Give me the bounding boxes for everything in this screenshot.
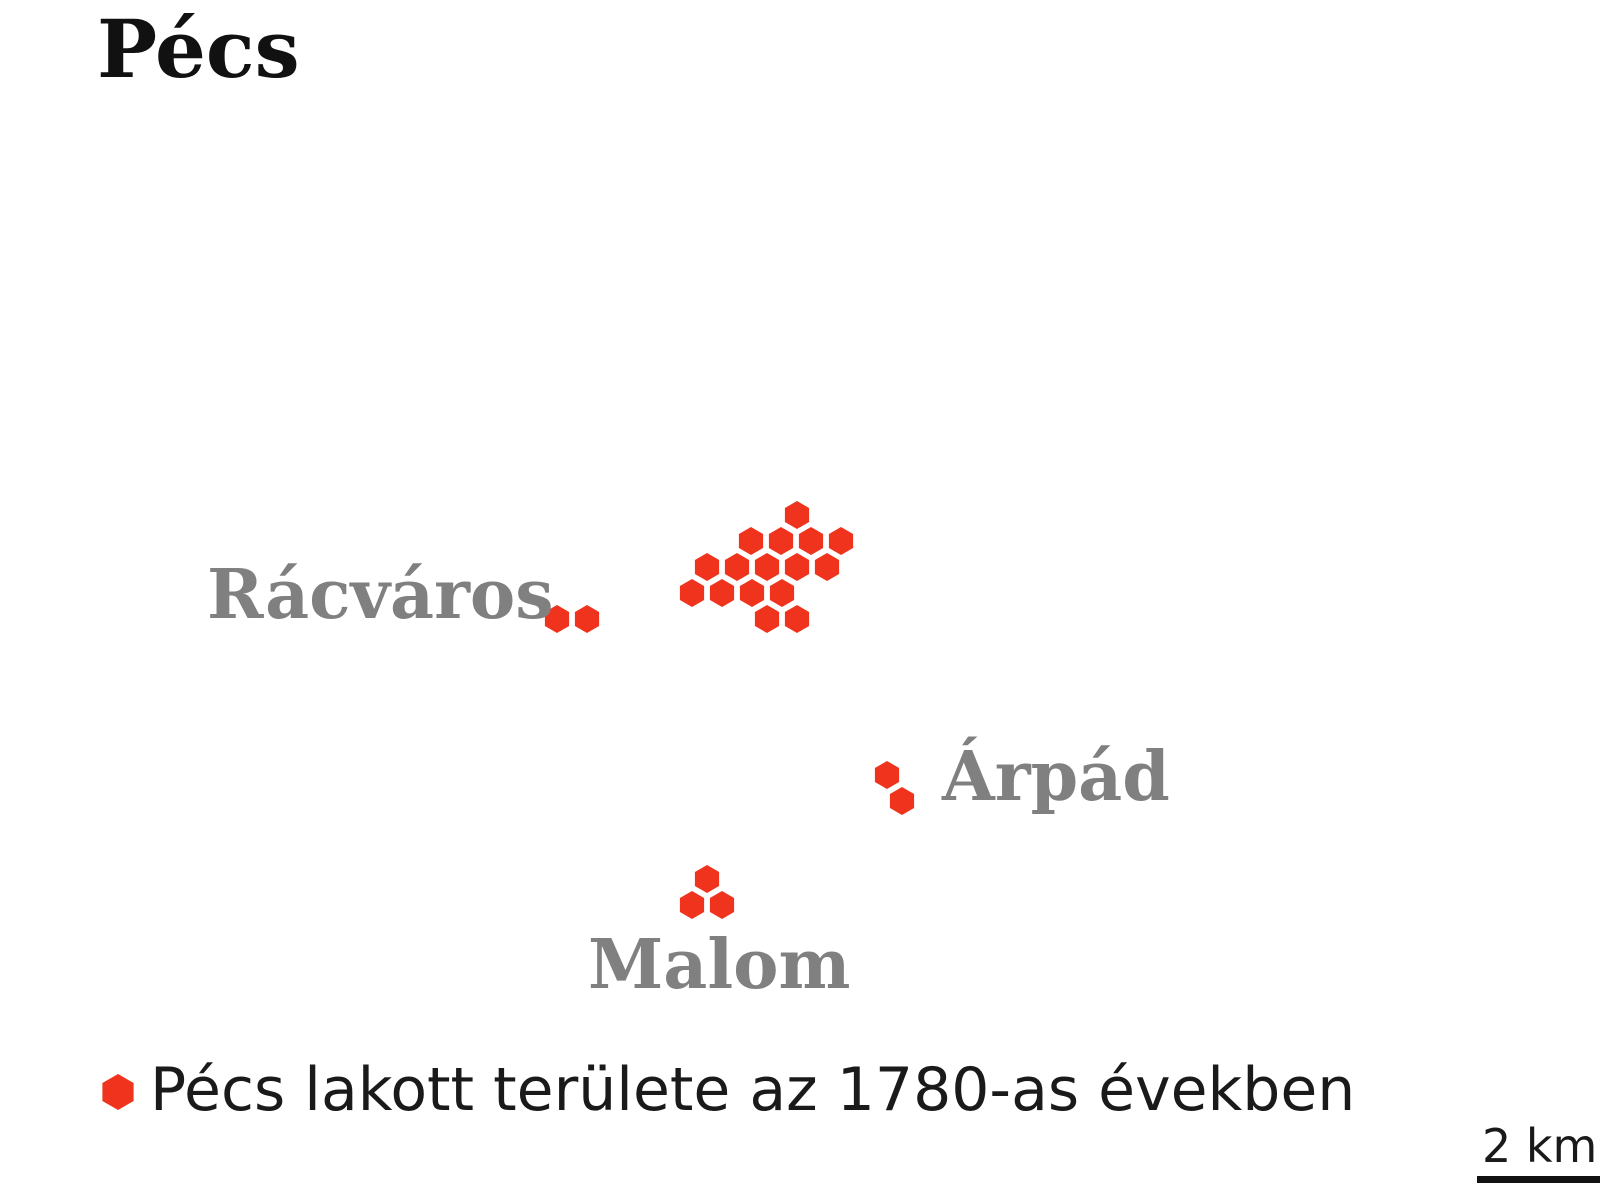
settlement-hexagon [814,553,840,581]
place-label-arpad: Árpád [941,737,1170,817]
map-title: Pécs [97,2,300,96]
settlement-hexagon [874,761,900,789]
settlement-hexagon [679,579,705,607]
settlement-hexagon [798,527,824,555]
scale-bar-label: 2 km [1482,1119,1597,1173]
settlement-hexagon [709,891,735,919]
place-label-racvaros: Rácváros [207,555,554,635]
legend-label: Pécs lakott területe az 1780-as években [150,1055,1355,1125]
settlement-hexagon [679,891,705,919]
settlement-hexagon [694,865,720,893]
settlement-hexagon [738,527,764,555]
settlement-hexagon [694,553,720,581]
settlement-hexagon [889,787,915,815]
settlement-hexagon [828,527,854,555]
settlement-hexagon [784,553,810,581]
settlement-hexagons [544,501,915,919]
settlement-hexagon [754,605,780,633]
settlement-hexagon [754,553,780,581]
settlement-hexagon [709,579,735,607]
hexagon-icon [102,1074,134,1110]
scale-bar [1477,1176,1600,1183]
settlement-hexagon [784,501,810,529]
settlement-hexagon [784,605,810,633]
place-label-malom: Malom [588,925,850,1005]
settlement-hexagon [724,553,750,581]
settlement-hexagon [544,605,570,633]
settlement-hexagon [739,579,765,607]
settlement-hexagon [574,605,600,633]
settlement-hexagon [769,579,795,607]
settlement-hexagon [768,527,794,555]
